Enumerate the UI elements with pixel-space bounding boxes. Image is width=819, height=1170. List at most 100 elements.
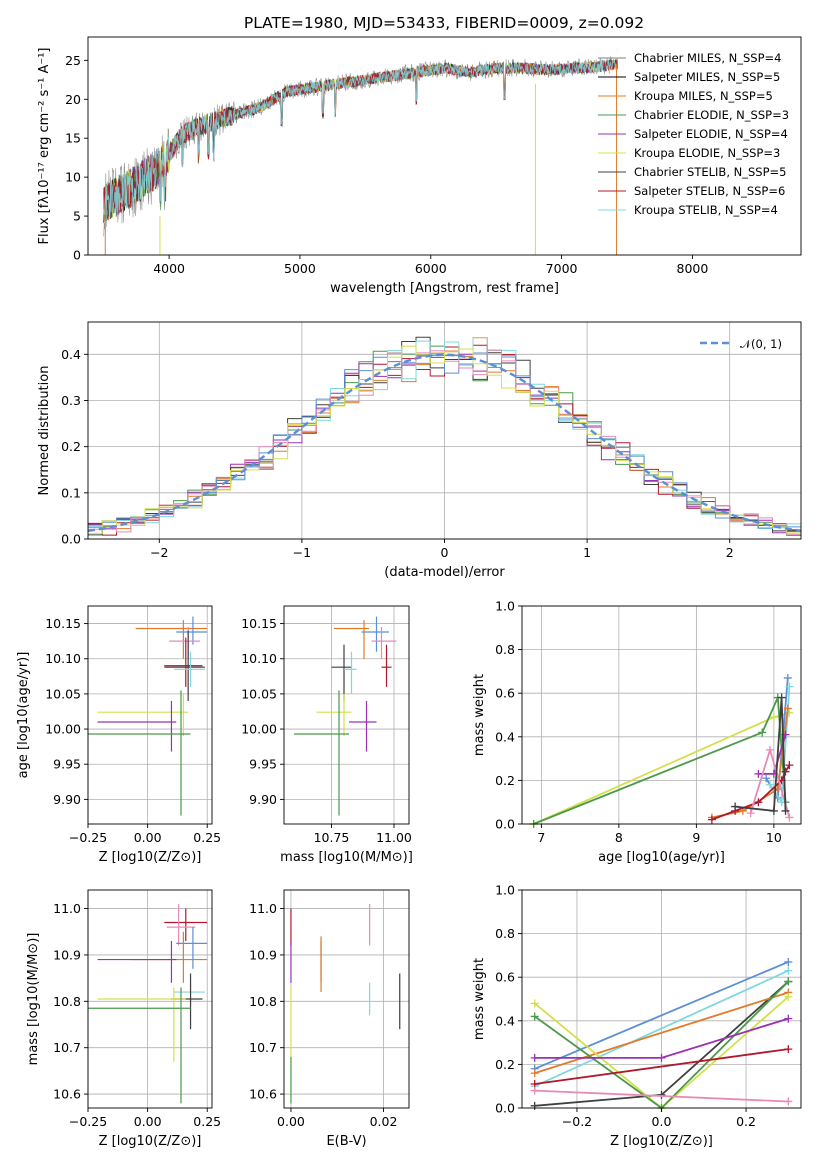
weight-z-series-6-marker-1 — [657, 1053, 666, 1062]
age-z-ytick-label-0: 9.90 — [53, 792, 81, 807]
weight-z-series-2-marker-0 — [530, 1101, 539, 1110]
weight-z-series-6-marker-0 — [530, 1053, 539, 1062]
weight-age-ytick-label-4: 0.8 — [495, 642, 515, 657]
age-mass-ytick-label-3: 10.05 — [241, 686, 277, 701]
residuals-xlabel: (data-model)/error — [384, 565, 505, 580]
weight-age-series-5-marker-4 — [781, 767, 790, 776]
residuals-xtick-label-4: 2 — [726, 545, 734, 560]
mass-z-ytick-label-4: 11.0 — [53, 901, 81, 916]
weight-age-series-6-marker-0 — [754, 769, 763, 778]
age-mass-ytick-label-1: 9.95 — [249, 757, 277, 772]
weight-z-series-4-marker-2 — [784, 992, 793, 1001]
spectrum-xtick-label-0: 4000 — [153, 261, 185, 276]
spectrum-legend-label-2: Kroupa MILES, N_SSP=5 — [634, 89, 773, 103]
spectrum-legend-label-6: Chabrier STELIB, N_SSP=5 — [634, 165, 786, 179]
weight-age-ytick-label-0: 0.0 — [495, 817, 515, 832]
weight-z-ytick-label-1: 0.2 — [495, 1057, 515, 1072]
age-z-ytick-label-3: 10.05 — [45, 686, 81, 701]
weight-z-ylabel: mass weight — [472, 958, 487, 1040]
weight-age-ytick-label-5: 1.0 — [495, 599, 515, 614]
weight-age-series-3-marker-2 — [785, 682, 794, 691]
spectrum-ytick-label-1: 5 — [73, 209, 81, 224]
weight-age-series-8-marker-3 — [781, 806, 790, 815]
weight-age-xtick-label-2: 9 — [692, 830, 700, 845]
weight-z-xlabel: Z [log10(Z/Z⊙)] — [610, 1134, 713, 1149]
weight-age-series-3-marker-0 — [766, 780, 774, 789]
residuals-hist-8 — [88, 345, 801, 535]
weight-age-series-8-marker-1 — [769, 806, 778, 815]
age-z-ytick-label-4: 10.10 — [45, 651, 81, 666]
mass-z-xtick-label-0: −0.25 — [69, 1114, 107, 1129]
weight-z-series-5-marker-0 — [530, 1012, 539, 1021]
weight-age-series-8-marker-2 — [777, 693, 786, 702]
spectrum-frame — [87, 36, 802, 256]
spectrum-legend-label-4: Salpeter ELODIE, N_SSP=4 — [634, 127, 788, 141]
spectrum-xtick-label-4: 8000 — [677, 261, 709, 276]
weight-age-series-7-marker-1 — [766, 745, 774, 754]
weight-z-ytick-label-4: 0.8 — [495, 926, 515, 941]
weight-z-series-8 — [534, 1089, 789, 1103]
weight-z-ytick-label-3: 0.6 — [495, 970, 515, 985]
weight-z-xtick-label-0: −0.2 — [562, 1114, 592, 1129]
weight-z-series-8-marker-0 — [530, 1086, 539, 1095]
residuals-hist-5 — [88, 337, 801, 531]
spectrum-title: PLATE=1980, MJD=53433, FIBERID=0009, z=0… — [244, 14, 644, 32]
weight-age-ytick-label-2: 0.4 — [495, 729, 515, 744]
spectrum-series-8 — [103, 59, 618, 221]
residuals-xtick-label-2: 0 — [441, 545, 449, 560]
weight-z-ytick-label-5: 1.0 — [495, 883, 515, 898]
weight-age-series-2-marker-0 — [762, 774, 771, 783]
weight-age-xlabel: age [log10(age/yr)] — [598, 850, 725, 865]
mass-ebv-ytick-label-4: 11.0 — [249, 901, 277, 916]
weight-z-series-2-marker-1 — [657, 1090, 666, 1099]
mass-ebv-ytick-label-1: 10.7 — [249, 1040, 277, 1055]
mass-z-ytick-label-2: 10.8 — [53, 994, 81, 1009]
weight-age-series-8 — [735, 697, 787, 812]
age-mass-xtick-label-0: 10.75 — [314, 830, 350, 845]
mass-z-ytick-label-0: 10.6 — [53, 1087, 81, 1102]
age-z-ytick-label-1: 9.95 — [53, 757, 81, 772]
weight-age-ytick-label-1: 0.2 — [495, 773, 515, 788]
age-z-xtick-label-2: 0.25 — [193, 830, 221, 845]
weight-z-series-5-marker-2 — [784, 977, 793, 986]
weight-z-series-7-marker-1 — [784, 1045, 793, 1054]
residuals-gaussian-curve — [87, 353, 802, 533]
spectrum-xtick-label-1: 5000 — [284, 261, 316, 276]
age-mass-ytick-label-0: 9.90 — [249, 792, 277, 807]
weight-z-series-8-marker-1 — [784, 1097, 793, 1106]
weight-age-series-7-marker-0 — [746, 809, 755, 818]
age-mass-ytick-label-5: 10.15 — [241, 616, 277, 631]
residuals-ylabel: Normed distribution — [37, 366, 52, 496]
weight-age-xtick-label-1: 8 — [615, 830, 623, 845]
weight-age-series-0-marker-1 — [769, 713, 778, 722]
mass-z-xlabel: Z [log10(Z/Z⊙)] — [99, 1134, 202, 1149]
age-z-xlabel: Z [log10(Z/Z⊙)] — [99, 850, 202, 865]
mass-ebv-ytick-label-2: 10.8 — [249, 994, 277, 1009]
spectrum-legend-label-8: Kroupa STELIB, N_SSP=4 — [634, 203, 778, 217]
weight-age-xtick-label-0: 7 — [537, 830, 545, 845]
mass-ebv-frame — [283, 889, 410, 1109]
spectrum-legend-label-3: Chabrier ELODIE, N_SSP=3 — [634, 108, 789, 122]
weight-age-frame — [521, 605, 802, 825]
residuals-xtick-label-0: −2 — [150, 545, 168, 560]
weight-z-series-6-marker-2 — [784, 1014, 793, 1023]
age-z-frame — [87, 605, 213, 825]
mass-z-xtick-label-2: 0.25 — [193, 1114, 221, 1129]
weight-age-series-4-marker-3 — [783, 704, 792, 713]
weight-age-ytick-label-3: 0.6 — [495, 686, 515, 701]
age-z-ylabel: age [log10(age/yr)] — [16, 652, 31, 779]
weight-z-xtick-label-2: 0.2 — [736, 1114, 756, 1129]
weight-age-series-2-marker-2 — [783, 673, 792, 682]
mass-z-ylabel: mass [log10(M/M⊙)] — [26, 933, 41, 1066]
weight-age-series-5-marker-5 — [785, 761, 794, 770]
residuals-ytick-label-1: 0.1 — [61, 485, 81, 500]
spectrum-ylabel: Flux [fλ10⁻¹⁷ erg cm⁻² s⁻¹ A⁻¹] — [37, 48, 52, 245]
age-mass-ytick-label-4: 10.10 — [241, 651, 277, 666]
age-mass-xtick-label-1: 11.00 — [376, 830, 412, 845]
spectrum-ytick-label-4: 20 — [65, 92, 81, 107]
plot-layer: 4000 5000 6000 7000 80000510152025wavelength… — [16, 36, 802, 1149]
spectrum-legend-label-1: Salpeter MILES, N_SSP=5 — [634, 70, 780, 84]
age-z-xtick-label-0: −0.25 — [69, 830, 107, 845]
spectrum-xlabel: wavelength [Angstrom, rest frame] — [330, 281, 559, 296]
